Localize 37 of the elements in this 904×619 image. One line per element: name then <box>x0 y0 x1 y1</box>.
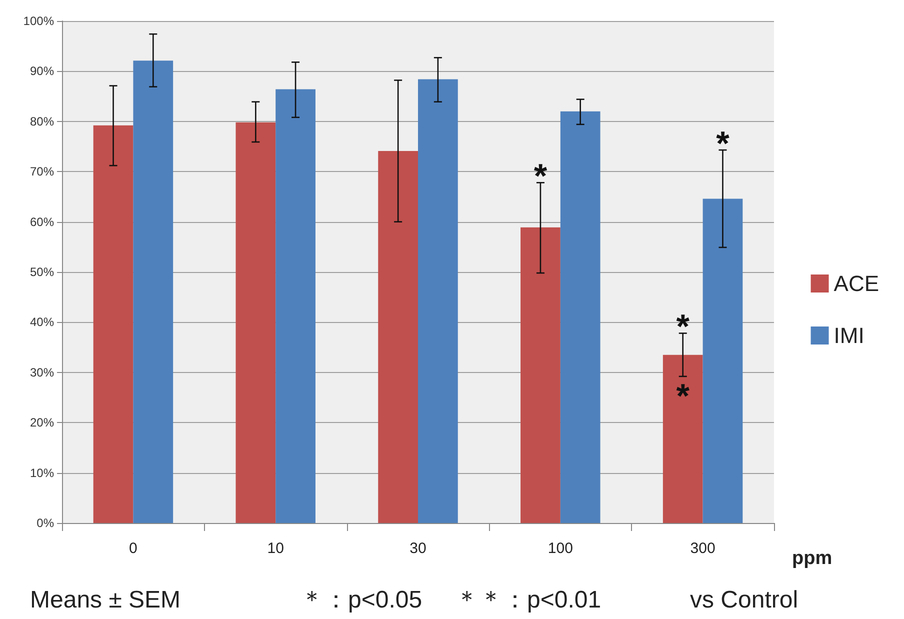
annotation: * <box>716 125 730 164</box>
annotation: * <box>676 377 690 416</box>
x-tick-label: 0 <box>129 540 138 557</box>
x-tick-label: 300 <box>690 540 716 557</box>
y-tick-label: 100% <box>23 14 54 28</box>
text: vs Control <box>690 586 798 614</box>
bar <box>418 79 458 523</box>
bar <box>378 151 418 523</box>
bar <box>520 227 560 523</box>
y-tick-label: 10% <box>30 466 54 480</box>
text: ＊＊：p<0.01 <box>455 586 602 614</box>
annotation: * <box>676 308 690 346</box>
y-tick-label: 0% <box>36 516 54 530</box>
legend-label: IMI <box>834 323 864 348</box>
y-tick-label: 90% <box>30 64 54 78</box>
y-tick-label: 60% <box>30 214 54 229</box>
bar <box>560 111 600 523</box>
bar <box>702 198 743 523</box>
legend-label: ACE <box>834 271 880 296</box>
x-tick-label: 10 <box>267 540 284 557</box>
y-tick-label: 20% <box>30 416 54 430</box>
x-axis-title: ppm <box>792 548 832 569</box>
bar <box>133 60 174 523</box>
bar <box>93 125 134 523</box>
text: ＊：p<0.05 <box>300 586 422 614</box>
bar <box>236 122 276 523</box>
y-tick-label: 80% <box>30 114 54 128</box>
y-tick-label: 70% <box>30 164 54 179</box>
y-tick-label: 30% <box>30 365 54 380</box>
x-tick-label: 100 <box>548 540 573 557</box>
bar <box>276 89 316 523</box>
text: Means ± SEM <box>30 586 181 614</box>
annotation: * <box>534 158 548 196</box>
y-tick-label: 40% <box>30 315 54 330</box>
bar <box>662 354 703 523</box>
x-tick-label: 30 <box>410 540 426 557</box>
y-tick-label: 50% <box>30 265 54 279</box>
